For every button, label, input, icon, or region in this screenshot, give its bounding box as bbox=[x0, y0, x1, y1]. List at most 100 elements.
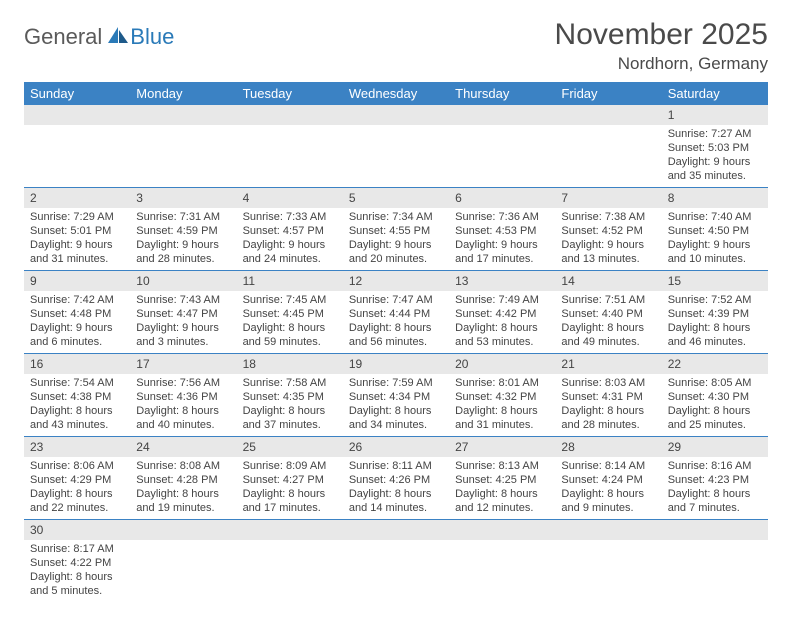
title-block: November 2025 Nordhorn, Germany bbox=[555, 18, 768, 74]
day-number: 10 bbox=[130, 271, 236, 291]
day-number bbox=[662, 520, 768, 540]
daylight-text-1: Daylight: 8 hours bbox=[136, 404, 230, 418]
daylight-text-2: and 3 minutes. bbox=[136, 335, 230, 349]
daylight-text-2: and 40 minutes. bbox=[136, 418, 230, 432]
sunset-text: Sunset: 4:25 PM bbox=[455, 473, 549, 487]
calendar-day-cell bbox=[237, 105, 343, 188]
calendar-week-row: 9Sunrise: 7:42 AMSunset: 4:48 PMDaylight… bbox=[24, 271, 768, 354]
sunrise-text: Sunrise: 7:45 AM bbox=[243, 293, 337, 307]
day-number bbox=[343, 520, 449, 540]
sunset-text: Sunset: 4:30 PM bbox=[668, 390, 762, 404]
day-number bbox=[237, 105, 343, 125]
day-number: 13 bbox=[449, 271, 555, 291]
calendar-day-cell: 12Sunrise: 7:47 AMSunset: 4:44 PMDayligh… bbox=[343, 271, 449, 354]
sunrise-text: Sunrise: 7:52 AM bbox=[668, 293, 762, 307]
calendar-day-cell: 25Sunrise: 8:09 AMSunset: 4:27 PMDayligh… bbox=[237, 437, 343, 520]
day-details: Sunrise: 7:34 AMSunset: 4:55 PMDaylight:… bbox=[343, 208, 449, 270]
calendar-day-cell: 2Sunrise: 7:29 AMSunset: 5:01 PMDaylight… bbox=[24, 188, 130, 271]
sunset-text: Sunset: 4:28 PM bbox=[136, 473, 230, 487]
calendar-day-cell: 28Sunrise: 8:14 AMSunset: 4:24 PMDayligh… bbox=[555, 437, 661, 520]
logo-text-blue: Blue bbox=[130, 24, 174, 50]
daylight-text-2: and 20 minutes. bbox=[349, 252, 443, 266]
calendar-day-cell: 20Sunrise: 8:01 AMSunset: 4:32 PMDayligh… bbox=[449, 354, 555, 437]
daylight-text-1: Daylight: 8 hours bbox=[668, 404, 762, 418]
day-details: Sunrise: 8:11 AMSunset: 4:26 PMDaylight:… bbox=[343, 457, 449, 519]
day-number: 18 bbox=[237, 354, 343, 374]
page-title: November 2025 bbox=[555, 18, 768, 52]
calendar-day-cell: 3Sunrise: 7:31 AMSunset: 4:59 PMDaylight… bbox=[130, 188, 236, 271]
day-number bbox=[555, 520, 661, 540]
sunset-text: Sunset: 4:59 PM bbox=[136, 224, 230, 238]
daylight-text-2: and 59 minutes. bbox=[243, 335, 337, 349]
day-number: 17 bbox=[130, 354, 236, 374]
calendar-day-cell: 21Sunrise: 8:03 AMSunset: 4:31 PMDayligh… bbox=[555, 354, 661, 437]
sunset-text: Sunset: 4:34 PM bbox=[349, 390, 443, 404]
day-number: 28 bbox=[555, 437, 661, 457]
sunset-text: Sunset: 4:26 PM bbox=[349, 473, 443, 487]
day-number: 8 bbox=[662, 188, 768, 208]
calendar-day-cell bbox=[343, 520, 449, 603]
sunset-text: Sunset: 4:45 PM bbox=[243, 307, 337, 321]
day-number: 19 bbox=[343, 354, 449, 374]
day-number: 22 bbox=[662, 354, 768, 374]
sunrise-text: Sunrise: 7:27 AM bbox=[668, 127, 762, 141]
day-number: 20 bbox=[449, 354, 555, 374]
sunrise-text: Sunrise: 8:03 AM bbox=[561, 376, 655, 390]
day-details: Sunrise: 7:38 AMSunset: 4:52 PMDaylight:… bbox=[555, 208, 661, 270]
calendar-day-cell: 14Sunrise: 7:51 AMSunset: 4:40 PMDayligh… bbox=[555, 271, 661, 354]
daylight-text-2: and 49 minutes. bbox=[561, 335, 655, 349]
calendar-day-cell: 13Sunrise: 7:49 AMSunset: 4:42 PMDayligh… bbox=[449, 271, 555, 354]
day-number bbox=[130, 520, 236, 540]
sunrise-text: Sunrise: 8:01 AM bbox=[455, 376, 549, 390]
daylight-text-1: Daylight: 8 hours bbox=[561, 321, 655, 335]
day-number: 21 bbox=[555, 354, 661, 374]
day-details: Sunrise: 8:01 AMSunset: 4:32 PMDaylight:… bbox=[449, 374, 555, 436]
day-details: Sunrise: 8:03 AMSunset: 4:31 PMDaylight:… bbox=[555, 374, 661, 436]
daylight-text-1: Daylight: 8 hours bbox=[668, 321, 762, 335]
calendar-day-cell bbox=[237, 520, 343, 603]
calendar-day-cell: 17Sunrise: 7:56 AMSunset: 4:36 PMDayligh… bbox=[130, 354, 236, 437]
sunrise-text: Sunrise: 7:29 AM bbox=[30, 210, 124, 224]
day-number: 7 bbox=[555, 188, 661, 208]
sunrise-text: Sunrise: 7:47 AM bbox=[349, 293, 443, 307]
calendar-table: SundayMondayTuesdayWednesdayThursdayFrid… bbox=[24, 82, 768, 602]
sunrise-text: Sunrise: 7:43 AM bbox=[136, 293, 230, 307]
day-number: 27 bbox=[449, 437, 555, 457]
calendar-week-row: 30Sunrise: 8:17 AMSunset: 4:22 PMDayligh… bbox=[24, 520, 768, 603]
day-details: Sunrise: 7:43 AMSunset: 4:47 PMDaylight:… bbox=[130, 291, 236, 353]
day-details: Sunrise: 8:05 AMSunset: 4:30 PMDaylight:… bbox=[662, 374, 768, 436]
logo: General Blue bbox=[24, 18, 174, 50]
day-number bbox=[343, 105, 449, 125]
sunrise-text: Sunrise: 8:09 AM bbox=[243, 459, 337, 473]
sunrise-text: Sunrise: 8:05 AM bbox=[668, 376, 762, 390]
day-details: Sunrise: 8:09 AMSunset: 4:27 PMDaylight:… bbox=[237, 457, 343, 519]
day-details: Sunrise: 8:13 AMSunset: 4:25 PMDaylight:… bbox=[449, 457, 555, 519]
daylight-text-1: Daylight: 8 hours bbox=[136, 487, 230, 501]
day-details: Sunrise: 7:54 AMSunset: 4:38 PMDaylight:… bbox=[24, 374, 130, 436]
daylight-text-2: and 28 minutes. bbox=[136, 252, 230, 266]
calendar-day-cell: 1Sunrise: 7:27 AMSunset: 5:03 PMDaylight… bbox=[662, 105, 768, 188]
sunrise-text: Sunrise: 7:58 AM bbox=[243, 376, 337, 390]
sunrise-text: Sunrise: 7:59 AM bbox=[349, 376, 443, 390]
calendar-day-cell: 30Sunrise: 8:17 AMSunset: 4:22 PMDayligh… bbox=[24, 520, 130, 603]
daylight-text-1: Daylight: 8 hours bbox=[349, 404, 443, 418]
daylight-text-2: and 17 minutes. bbox=[243, 501, 337, 515]
daylight-text-2: and 46 minutes. bbox=[668, 335, 762, 349]
calendar-week-row: 23Sunrise: 8:06 AMSunset: 4:29 PMDayligh… bbox=[24, 437, 768, 520]
daylight-text-1: Daylight: 8 hours bbox=[561, 404, 655, 418]
daylight-text-2: and 53 minutes. bbox=[455, 335, 549, 349]
daylight-text-1: Daylight: 8 hours bbox=[30, 570, 124, 584]
day-details: Sunrise: 7:29 AMSunset: 5:01 PMDaylight:… bbox=[24, 208, 130, 270]
calendar-day-cell: 24Sunrise: 8:08 AMSunset: 4:28 PMDayligh… bbox=[130, 437, 236, 520]
day-details: Sunrise: 7:56 AMSunset: 4:36 PMDaylight:… bbox=[130, 374, 236, 436]
daylight-text-1: Daylight: 9 hours bbox=[30, 321, 124, 335]
daylight-text-1: Daylight: 9 hours bbox=[668, 238, 762, 252]
sunset-text: Sunset: 4:50 PM bbox=[668, 224, 762, 238]
calendar-day-cell: 8Sunrise: 7:40 AMSunset: 4:50 PMDaylight… bbox=[662, 188, 768, 271]
day-number bbox=[24, 105, 130, 125]
sunrise-text: Sunrise: 8:11 AM bbox=[349, 459, 443, 473]
calendar-day-cell: 6Sunrise: 7:36 AMSunset: 4:53 PMDaylight… bbox=[449, 188, 555, 271]
sunset-text: Sunset: 5:03 PM bbox=[668, 141, 762, 155]
sunrise-text: Sunrise: 7:56 AM bbox=[136, 376, 230, 390]
sunset-text: Sunset: 4:29 PM bbox=[30, 473, 124, 487]
